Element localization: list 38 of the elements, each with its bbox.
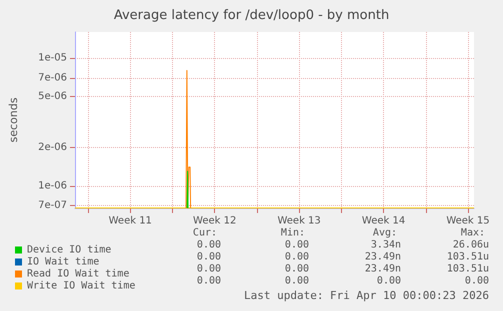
text: 0.00 [196, 252, 222, 262]
text: 103.51u [446, 252, 490, 262]
x-tick-label: Week 12 [193, 216, 236, 226]
text: 0.00 [284, 264, 310, 274]
chart-title: Average latency for /dev/loop0 - by month [114, 8, 390, 23]
x-tick-label: Week 13 [277, 216, 321, 226]
legend-label: Read IO Wait time [27, 268, 130, 280]
text: Last update: Fri Apr 10 00:00:23 2026 [244, 289, 490, 302]
text: 0.00 [196, 276, 222, 286]
legend-label: Write IO Wait time [27, 280, 136, 292]
legend-label: IO Wait time [27, 256, 100, 268]
legend-label: Device IO time [27, 244, 112, 256]
text: 0.00 [464, 276, 490, 286]
text: 0.00 [284, 276, 310, 286]
y-axis-title: seconds [7, 97, 20, 142]
text: 26.06u [452, 240, 489, 250]
text: 0.00 [284, 240, 310, 250]
text: 0.00 [376, 276, 402, 286]
y-tick-label: 2e-06 [38, 142, 67, 153]
x-tick-label: Week 15 [446, 216, 490, 226]
text: Avg: [372, 228, 398, 238]
text: 0.00 [196, 240, 222, 250]
x-tick-label: Week 14 [362, 216, 406, 226]
y-tick-label: 5e-06 [38, 91, 67, 102]
text: Max: [460, 228, 486, 238]
y-tick-label: 1e-05 [38, 52, 67, 64]
text: 103.51u [446, 264, 490, 274]
text: 3.34n [370, 240, 402, 250]
text: Cur: [192, 228, 218, 238]
text: 0.00 [196, 264, 222, 274]
x-tick-label: Week 11 [108, 216, 152, 226]
text: 0.00 [284, 252, 310, 262]
text: 23.49n [364, 264, 401, 274]
text: 23.49n [364, 252, 401, 262]
text: Min: [280, 228, 306, 238]
y-tick-label: 1e-06 [38, 180, 67, 192]
y-tick-label: 7e-06 [38, 72, 67, 84]
y-tick-label: 7e-07 [38, 200, 67, 212]
